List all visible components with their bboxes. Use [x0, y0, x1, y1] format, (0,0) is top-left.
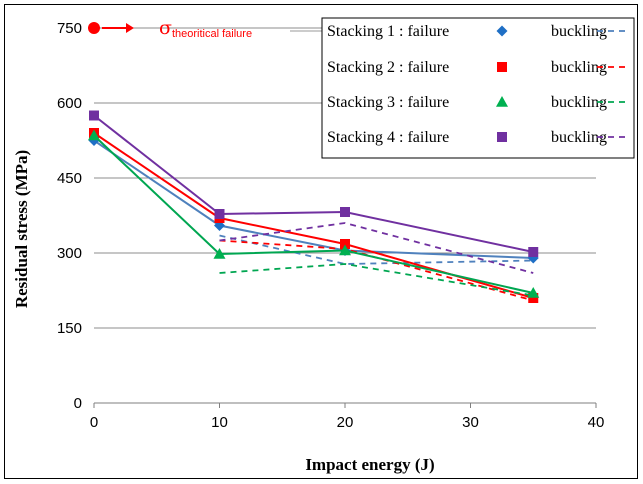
- buckling-line-stacking-1: [219, 234, 534, 265]
- annotation-subscript: theoritical failure: [172, 28, 252, 40]
- x-tick-label: 0: [90, 414, 98, 431]
- series-stacking-4: [89, 110, 539, 274]
- legend-separator: :: [395, 129, 407, 146]
- series-layer: [88, 110, 540, 303]
- legend-failure-label: failure: [407, 59, 449, 76]
- legend-separator: :: [395, 94, 407, 111]
- failure-point: [339, 244, 351, 256]
- failure-point: [340, 207, 350, 217]
- legend-series-name: Stacking 2: [327, 59, 395, 76]
- legend-buckling-label: buckling: [551, 129, 607, 146]
- buckling-line-stacking-3: [219, 263, 534, 297]
- legend-separator: :: [395, 23, 407, 40]
- failure-point: [89, 110, 99, 121]
- failure-point: [527, 287, 540, 298]
- legend-failure-marker: [496, 96, 508, 107]
- legend-failure-label: failure: [407, 23, 449, 40]
- legend-label: Stacking 3 : failure: [327, 94, 449, 111]
- annotation-layer: σtheoritical failure: [88, 17, 322, 40]
- legend-entry-stacking-1: Stacking 1 : failure buckling: [327, 23, 627, 40]
- x-tick-label: 30: [462, 414, 479, 431]
- legend-buckling-label: buckling: [551, 94, 607, 111]
- failure-point: [340, 239, 350, 249]
- y-tick-label: 450: [57, 170, 82, 187]
- axis-titles: Impact energy (J) Residual stress (MPa): [12, 150, 435, 474]
- y-tick-label: 300: [57, 245, 82, 262]
- x-tick-label: 40: [588, 414, 605, 431]
- series-stacking-3: [88, 129, 540, 298]
- axes-layer: 0 150 300 450 600 750 0 10 20 30 40: [57, 20, 604, 431]
- legend-buckling-label: buckling: [551, 23, 607, 40]
- annotation-label: σtheoritical failure: [159, 17, 252, 40]
- legend-series-name: Stacking 1: [327, 23, 395, 40]
- x-axis-title: Impact energy (J): [305, 455, 434, 474]
- legend-label: Stacking 1 : failure: [327, 23, 449, 40]
- x-tick-label: 10: [211, 414, 228, 431]
- annotation-marker: [88, 22, 100, 34]
- y-tick-label: 600: [57, 95, 82, 112]
- failure-point: [214, 209, 225, 219]
- legend-failure-marker: [496, 25, 508, 37]
- failure-line-stacking-1: [93, 139, 534, 259]
- legend-failure-label: failure: [407, 129, 449, 146]
- legend-failure-marker: [497, 62, 507, 72]
- y-tick-label: 150: [57, 320, 82, 337]
- annotation-symbol: σ: [159, 17, 172, 39]
- legend-failure-marker: [497, 132, 507, 142]
- failure-point: [88, 129, 100, 141]
- legend-entry-stacking-3: Stacking 3 : failure buckling: [327, 94, 627, 111]
- failure-line-stacking-4: [93, 114, 534, 253]
- legend-series-name: Stacking 4: [327, 129, 395, 146]
- annotation-arrow-head: [126, 23, 134, 33]
- legend-box: [321, 17, 635, 159]
- legend-series-name: Stacking 3: [327, 94, 395, 111]
- legend-failure-label: failure: [407, 94, 449, 111]
- x-tick-label: 20: [337, 414, 354, 431]
- legend-label: Stacking 2 : failure: [327, 59, 449, 76]
- y-tick-label: 750: [57, 20, 82, 37]
- y-axis-title: Residual stress (MPa): [12, 150, 31, 308]
- failure-point: [528, 293, 539, 303]
- legend-entry-stacking-4: Stacking 4 : failure buckling: [327, 129, 627, 146]
- failure-line-stacking-3: [93, 134, 534, 294]
- failure-point: [213, 248, 226, 259]
- legend-buckling-label: buckling: [551, 59, 607, 76]
- legend-entry-stacking-2: Stacking 2 : failure buckling: [327, 59, 627, 76]
- failure-point: [528, 247, 539, 257]
- legend-label: Stacking 4 : failure: [327, 129, 449, 146]
- legend-separator: :: [395, 59, 407, 76]
- buckling-line-stacking-4: [219, 222, 534, 274]
- y-tick-label: 0: [74, 395, 82, 412]
